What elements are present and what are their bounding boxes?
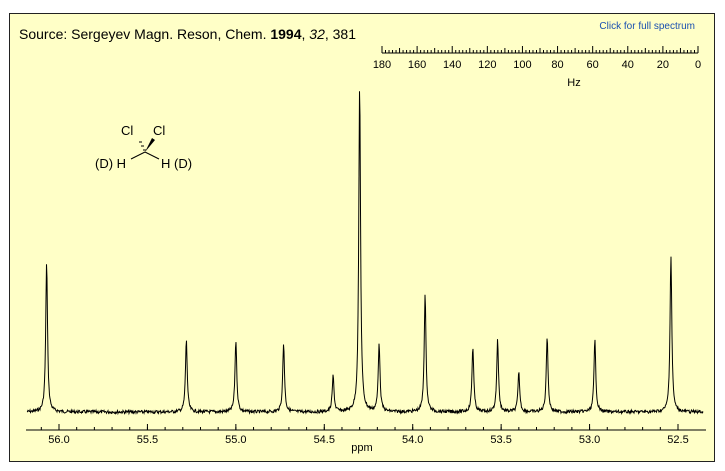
source-prefix: Source: Sergeyev Magn. Reson, Chem. bbox=[19, 26, 271, 42]
hz-tick-label: 80 bbox=[551, 59, 563, 71]
source-year: 1994 bbox=[270, 26, 302, 42]
ppm-tick-label: 56.0 bbox=[48, 434, 69, 446]
hz-tick-label: 140 bbox=[443, 59, 461, 71]
source-volume: 32 bbox=[309, 26, 325, 42]
ppm-tick-label: 54.5 bbox=[314, 434, 335, 446]
hz-tick-label: 40 bbox=[622, 59, 634, 71]
hz-scale: 180 160 140 120 100 80 60 40 20 0 bbox=[373, 46, 701, 71]
ppm-tick-label: 54.0 bbox=[402, 434, 423, 446]
spectrum-trace bbox=[26, 91, 704, 416]
source-sep-1: , bbox=[301, 26, 310, 42]
molecule-bond-h-right bbox=[144, 151, 160, 160]
molecule-h-left: (D) H bbox=[95, 156, 126, 171]
molecule-structure: Cl Cl (D) H H (D) bbox=[95, 123, 192, 171]
ppm-axis-ticks: 56.0 55.5 55.0 54.5 54.0 53.5 53.0 52.5 bbox=[40, 424, 689, 446]
hz-tick-label: 120 bbox=[478, 59, 496, 71]
ppm-tick-label: 53.5 bbox=[490, 434, 511, 446]
molecule-hash-bond bbox=[139, 141, 146, 151]
ppm-axis-label: ppm bbox=[351, 442, 372, 454]
hz-tick-label: 160 bbox=[408, 59, 426, 71]
molecule-bond-h-left bbox=[130, 151, 146, 160]
molecule-cl-left: Cl bbox=[121, 123, 133, 138]
source-citation: Source: Sergeyev Magn. Reson, Chem. 1994… bbox=[19, 26, 356, 42]
hz-tick-label: 60 bbox=[587, 59, 599, 71]
full-spectrum-link[interactable]: Click for full spectrum bbox=[599, 21, 695, 32]
hz-tick-label: 20 bbox=[657, 59, 669, 71]
ppm-tick-label: 55.0 bbox=[225, 434, 246, 446]
hz-tick-label: 180 bbox=[373, 59, 391, 71]
hz-scale-label: Hz bbox=[567, 77, 580, 89]
ppm-tick-label: 55.5 bbox=[137, 434, 158, 446]
molecule-h-right: H (D) bbox=[161, 156, 192, 171]
molecule-wedge-bond bbox=[145, 138, 155, 152]
ppm-tick-label: 53.0 bbox=[579, 434, 600, 446]
hz-tick-label: 100 bbox=[513, 59, 531, 71]
hz-tick-label: 0 bbox=[695, 59, 701, 71]
source-sep-2: , bbox=[324, 26, 333, 42]
source-page: 381 bbox=[332, 26, 356, 42]
ppm-tick-label: 52.5 bbox=[667, 434, 688, 446]
spectrum-panel bbox=[9, 13, 715, 462]
molecule-cl-right: Cl bbox=[153, 123, 165, 138]
